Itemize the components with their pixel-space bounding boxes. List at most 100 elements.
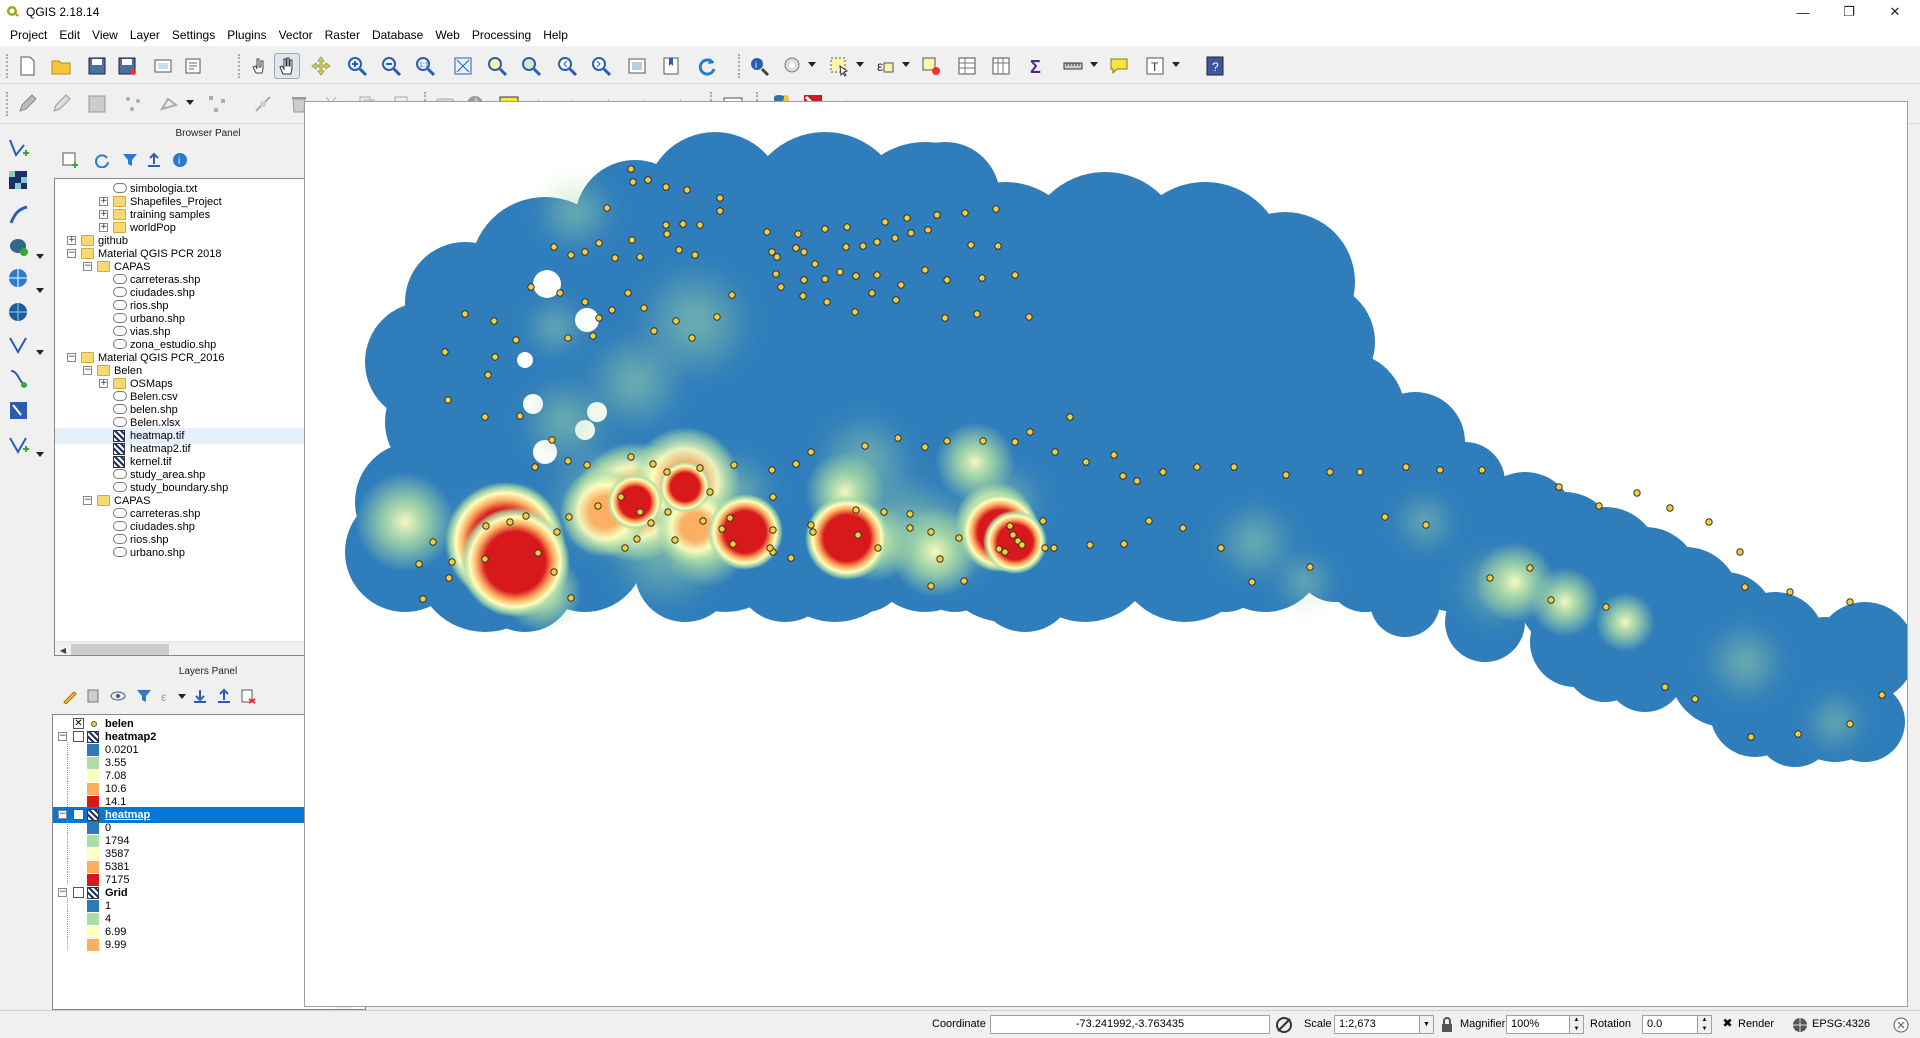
map-tips-icon[interactable]	[1106, 53, 1132, 79]
collapse-toggle[interactable]: −	[83, 261, 92, 271]
composer-manager-icon[interactable]	[180, 53, 206, 79]
crs-status[interactable]: EPSG:4326	[1812, 1018, 1871, 1030]
layer-row[interactable]: ✕ belen	[53, 716, 349, 732]
menu-processing[interactable]: Processing	[471, 28, 532, 42]
add-virtual-layer-icon[interactable]	[6, 366, 32, 392]
menu-layer[interactable]: Layer	[129, 28, 160, 42]
layer-visibility-checkbox[interactable]: ✕	[73, 809, 84, 820]
collapse-toggle[interactable]: −	[58, 809, 67, 819]
browser-item[interactable]: vias.shp	[55, 324, 337, 340]
touch-zoom-icon[interactable]	[246, 53, 272, 79]
select-features-icon[interactable]	[826, 53, 852, 79]
collapse-toggle[interactable]: −	[58, 887, 67, 897]
move-feature-icon[interactable]	[156, 91, 182, 117]
browser-item[interactable]: carreteras.shp	[55, 272, 337, 288]
add-vector-layer-icon[interactable]	[6, 136, 32, 162]
new-shapefile-icon[interactable]	[6, 398, 32, 424]
node-tool-icon[interactable]	[204, 91, 230, 117]
zoom-full-icon[interactable]	[450, 53, 476, 79]
add-group-icon[interactable]	[86, 688, 102, 704]
rotation-spinbox[interactable]: 0.0	[1642, 1015, 1698, 1034]
layer-row[interactable]: − Grid	[53, 885, 349, 901]
add-wms-layer-icon[interactable]	[6, 266, 32, 292]
browser-item[interactable]: study_area.shp	[55, 467, 337, 483]
browser-item[interactable]: − Material QGIS PCR_2016	[55, 350, 337, 366]
messages-icon[interactable]	[1892, 1016, 1910, 1034]
zoom-to-layer-icon[interactable]	[518, 53, 544, 79]
browser-item[interactable]: heatmap.tif	[55, 428, 337, 444]
browser-item[interactable]: carreteras.shp	[55, 506, 337, 522]
filter-legend-icon[interactable]	[136, 688, 152, 704]
coordinate-field[interactable]: -73.241992,-3.763435	[990, 1015, 1270, 1034]
open-layer-styling-icon[interactable]	[62, 688, 78, 704]
deselect-features-icon[interactable]	[918, 53, 944, 79]
magnifier-spinbox[interactable]: 100%	[1506, 1015, 1570, 1034]
h-scroll-thumb[interactable]	[71, 644, 169, 655]
browser-item[interactable]: ciudades.shp	[55, 285, 337, 301]
collapse-toggle[interactable]: −	[67, 248, 76, 258]
render-checkbox[interactable]: ✖	[1722, 1016, 1733, 1030]
run-feature-action-icon[interactable]	[780, 53, 806, 79]
layer-visibility-checkbox[interactable]: ✕	[73, 718, 84, 729]
menu-web[interactable]: Web	[435, 28, 460, 42]
menu-settings[interactable]: Settings	[171, 28, 216, 42]
expand-toggle[interactable]: +	[99, 209, 108, 219]
restore-button[interactable]: ❐	[1843, 4, 1855, 19]
new-project-icon[interactable]	[14, 53, 40, 79]
browser-item[interactable]: zona_estudio.shp	[55, 337, 337, 353]
browser-item[interactable]: urbano.shp	[55, 545, 337, 561]
collapse-all-icon[interactable]	[146, 152, 162, 168]
add-postgis-layer-icon[interactable]	[6, 234, 32, 260]
browser-item[interactable]: + training samples	[55, 207, 337, 223]
manage-map-themes-icon[interactable]	[110, 688, 126, 704]
collapse-toggle[interactable]: −	[58, 731, 67, 741]
browser-item[interactable]: rios.shp	[55, 532, 337, 548]
browser-item[interactable]: Belen.csv	[55, 389, 337, 405]
attribute-table-icon[interactable]	[954, 53, 980, 79]
identify-features-icon[interactable]: i	[746, 53, 772, 79]
browser-item[interactable]: − Material QGIS PCR 2018	[55, 246, 337, 262]
browser-item[interactable]: + Shapefiles_Project	[55, 194, 337, 210]
scale-combobox[interactable]: 1:2,673	[1334, 1015, 1420, 1034]
properties-info-icon[interactable]: i	[172, 152, 188, 168]
expand-toggle[interactable]: +	[67, 235, 76, 245]
layer-visibility-checkbox[interactable]	[73, 731, 84, 742]
map-canvas[interactable]	[304, 101, 1908, 1007]
text-annotation-icon[interactable]: T	[1142, 53, 1168, 79]
browser-item[interactable]: belen.shp	[55, 402, 337, 418]
print-composer-icon[interactable]	[150, 53, 176, 79]
current-edits-icon[interactable]	[14, 91, 40, 117]
help-contents-icon[interactable]: ?	[1202, 53, 1228, 79]
expand-toggle[interactable]: +	[99, 378, 108, 388]
browser-item[interactable]: − CAPAS	[55, 259, 337, 275]
save-as-icon[interactable]	[114, 53, 140, 79]
refresh-browser-icon[interactable]	[94, 152, 110, 168]
browser-item[interactable]: Belen.xlsx	[55, 415, 337, 431]
new-gps-layer-icon[interactable]	[6, 432, 32, 458]
collapse-toggle[interactable]: −	[67, 352, 76, 362]
save-project-icon[interactable]	[84, 53, 110, 79]
add-spatialite-layer-icon[interactable]	[6, 202, 32, 228]
browser-item[interactable]: urbano.shp	[55, 311, 337, 327]
browser-item[interactable]: rios.shp	[55, 298, 337, 314]
refresh-icon[interactable]	[694, 53, 720, 79]
close-button[interactable]: ✕	[1889, 4, 1901, 19]
open-project-icon[interactable]	[48, 53, 74, 79]
menu-raster[interactable]: Raster	[324, 28, 360, 42]
filter-by-expression-icon[interactable]: ε	[160, 688, 176, 704]
browser-item[interactable]: heatmap2.tif	[55, 441, 337, 457]
scroll-left-arrow[interactable]: ◀	[55, 642, 71, 655]
add-raster-layer-icon[interactable]	[6, 168, 32, 194]
remove-layer-icon[interactable]	[240, 688, 256, 704]
zoom-in-icon[interactable]	[344, 53, 370, 79]
pan-map-icon[interactable]	[274, 53, 300, 79]
crs-globe-icon[interactable]	[1792, 1017, 1808, 1033]
magnifier-stepper[interactable]: ▲ ▼	[1570, 1015, 1584, 1034]
measure-line-icon[interactable]	[1060, 53, 1086, 79]
collapse-toggle[interactable]: −	[83, 495, 92, 505]
save-edits-icon[interactable]	[84, 91, 110, 117]
zoom-native-icon[interactable]: 1:1	[412, 53, 438, 79]
zoom-out-icon[interactable]	[378, 53, 404, 79]
expand-toggle[interactable]: +	[99, 222, 108, 232]
add-delimited-text-icon[interactable]	[6, 332, 32, 358]
